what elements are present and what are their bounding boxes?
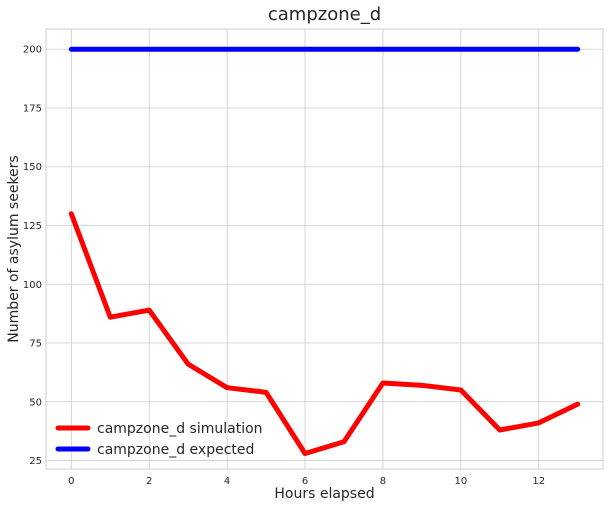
y-tick-label: 150 [23, 162, 42, 173]
x-axis-label: Hours elapsed [274, 486, 374, 502]
series-line-1 [68, 211, 581, 456]
x-tick-label: 0 [68, 476, 74, 487]
y-tick-label: 50 [29, 397, 42, 408]
chart-title: campzone_d [268, 4, 381, 25]
y-tick-label: 25 [29, 456, 42, 467]
legend-label: campzone_d simulation [97, 421, 263, 437]
y-tick-label: 125 [23, 221, 42, 232]
y-tick-label: 200 [23, 45, 42, 56]
x-tick-label: 12 [532, 476, 545, 487]
legend: campzone_d simulation campzone_d expected [55, 421, 263, 458]
x-tick-label: 4 [224, 476, 230, 487]
plot-frame [45, 28, 604, 470]
x-tick-label: 10 [454, 476, 467, 487]
legend-label: campzone_d expected [97, 442, 254, 458]
series-layer [68, 46, 581, 456]
y-axis-label: Number of asylum seekers [6, 155, 22, 342]
x-tick-label: 2 [146, 476, 152, 487]
grid [46, 29, 603, 469]
y-tick-labels: 25 50 75 100 125 150 175 200 [23, 45, 42, 467]
x-tick-label: 6 [302, 476, 308, 487]
x-tick-label: 8 [380, 476, 386, 487]
x-tick-labels: 0 2 4 6 8 10 12 [68, 476, 545, 487]
y-tick-label: 75 [29, 339, 42, 350]
y-tick-label: 175 [23, 103, 42, 114]
y-tick-label: 100 [23, 280, 42, 291]
